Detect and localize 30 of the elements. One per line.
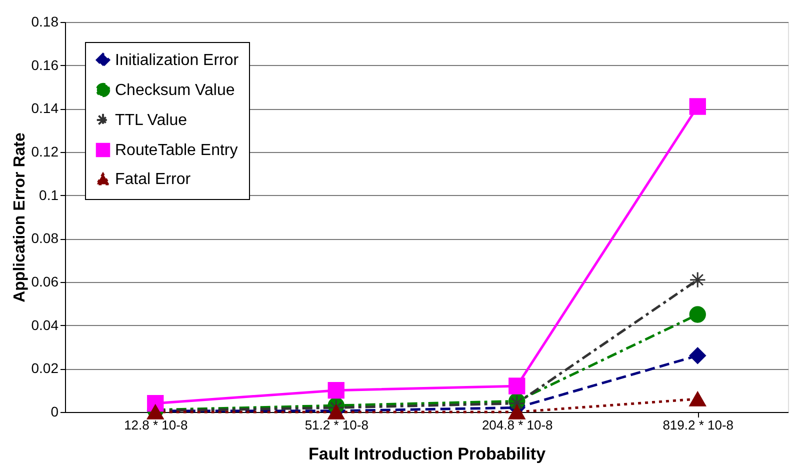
- y-tick-label: 0.08: [31, 230, 59, 246]
- point: [689, 392, 706, 406]
- legend-label: Fatal Error: [115, 171, 192, 188]
- legend-label: Initialization Error: [115, 52, 240, 69]
- x-tick-label: 12.8 * 10-8: [124, 418, 188, 432]
- x-tick-label: 51.2 * 10-8: [304, 418, 368, 432]
- point: [689, 98, 706, 115]
- y-tick-label: 0.02: [31, 360, 59, 376]
- y-tick-label: 0: [50, 404, 59, 420]
- y-tick-label: 0.16: [31, 56, 59, 73]
- point: [689, 272, 706, 288]
- y-tick-label: 0.04: [31, 316, 59, 333]
- legend-label: TTL Value: [115, 112, 188, 129]
- y-axis-title: Application Error Rate: [11, 132, 28, 302]
- legend-label: Checksum Value: [115, 82, 235, 99]
- point: [689, 306, 706, 323]
- point: [328, 404, 344, 420]
- point: [689, 347, 706, 364]
- y-tick-label: 0.14: [31, 100, 59, 116]
- point: [328, 382, 344, 399]
- y-tick-label: 0.18: [31, 14, 59, 30]
- x-tick-label: 819.2 * 10-8: [662, 418, 734, 432]
- point: [508, 378, 526, 394]
- y-tick-label: 0.06: [31, 274, 59, 290]
- x-axis-title: Fault Introduction Probability: [308, 444, 546, 464]
- y-tick-label: 0.1: [39, 186, 59, 203]
- legend-label: RouteTable Entry: [115, 142, 238, 159]
- y-tick-label: 0.12: [31, 144, 59, 160]
- point: [508, 404, 526, 420]
- x-tick-label: 204.8 * 10-8: [482, 418, 553, 432]
